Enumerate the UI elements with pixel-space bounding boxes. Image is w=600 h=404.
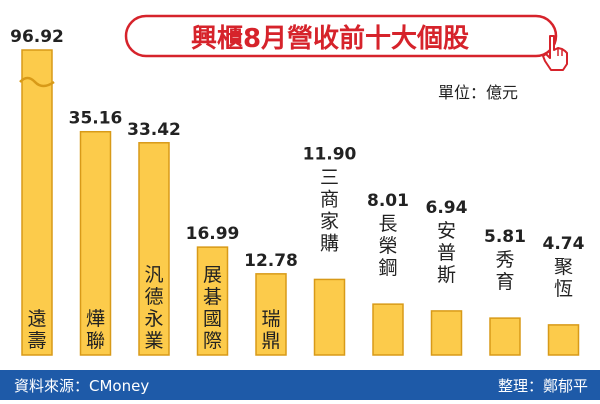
category-label: 遠壽 [27, 308, 46, 352]
footer: 資料來源：CMoney 整理：鄭郁平 [0, 370, 600, 400]
bar [489, 317, 521, 356]
bar-group: 16.99 展碁國際 [186, 224, 240, 356]
unit-label: 單位：億元 [438, 83, 518, 102]
value-label: 96.92 [10, 27, 64, 47]
bar-group: 11.90 三商家購 [303, 144, 357, 356]
category-label: 展碁國際 [203, 264, 222, 352]
value-label: 33.42 [127, 120, 181, 140]
value-label: 6.94 [426, 198, 468, 218]
axis-break-mark [19, 76, 55, 88]
bar [196, 246, 229, 356]
bar [21, 49, 53, 356]
bars-layer: 96.92遠壽35.16燁聯33.42汎德永業16.99展碁國際12.78瑞鼎1… [10, 27, 585, 356]
value-label: 12.78 [244, 251, 298, 271]
value-label: 16.99 [186, 224, 240, 244]
bar [138, 142, 170, 356]
chart-title: 興櫃8月營收前十大個股 [191, 23, 469, 54]
editor-label: 整理：鄭郁平 [498, 377, 588, 395]
value-label: 11.90 [303, 144, 357, 164]
bar-group: 96.92 遠壽 [10, 27, 64, 356]
value-label: 8.01 [367, 191, 409, 211]
value-label: 4.74 [543, 234, 585, 254]
footer-bar [0, 370, 600, 400]
bar-group: 33.42 汎德永業 [127, 120, 181, 356]
bar-group: 35.16 燁聯 [69, 109, 123, 356]
bar [79, 130, 112, 356]
category-label: 長榮鋼 [378, 213, 397, 279]
category-label: 燁聯 [86, 308, 105, 352]
bar [430, 310, 463, 356]
value-label: 35.16 [69, 109, 123, 129]
category-label: 安普斯 [437, 220, 456, 286]
category-label: 秀育 [495, 249, 514, 293]
source-label: 資料來源：CMoney [14, 377, 149, 395]
hand-pointer-icon [542, 35, 568, 71]
bar-group: 12.78 瑞鼎 [244, 251, 298, 356]
bar [255, 273, 287, 356]
title-box [124, 14, 558, 58]
title-banner: 興櫃8月營收前十大個股 [124, 14, 568, 71]
category-label: 汎德永業 [144, 264, 163, 352]
bar-group: 6.94 安普斯 [426, 198, 468, 356]
category-label: 三商家購 [320, 166, 339, 254]
value-label: 5.81 [484, 227, 526, 247]
category-label: 聚恆 [554, 256, 573, 300]
bar [372, 303, 404, 356]
category-label: 瑞鼎 [261, 308, 280, 352]
bar [313, 278, 346, 356]
bar-group: 8.01 長榮鋼 [367, 191, 409, 356]
bar [547, 324, 580, 356]
